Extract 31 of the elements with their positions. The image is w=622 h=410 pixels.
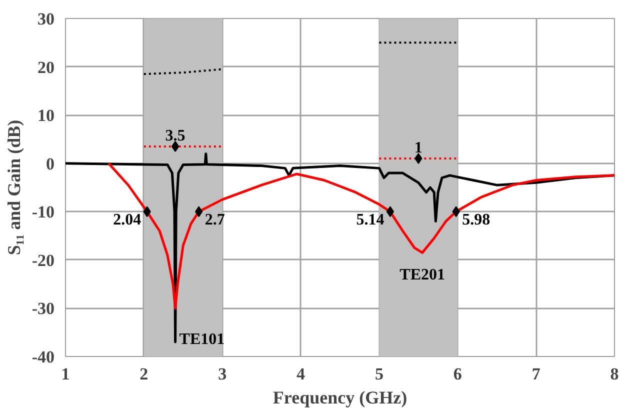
- y-tick-label: -30: [32, 299, 55, 318]
- y-tick-label: 30: [38, 10, 54, 28]
- annotation: TE101: [179, 331, 225, 348]
- y-tick-label: 0: [46, 154, 54, 174]
- y-tick-label: -10: [32, 202, 55, 222]
- x-tick-label: 3: [218, 364, 227, 384]
- x-tick-label: 4: [296, 364, 306, 384]
- x-axis-title: Frequency (GHz): [272, 388, 408, 408]
- y-tick-label: -20: [32, 250, 55, 270]
- annotation: 5.14: [356, 212, 384, 229]
- annotation: TE201: [400, 266, 446, 284]
- y-tick-label: 10: [38, 106, 54, 126]
- point: [194, 206, 203, 218]
- x-tick-label: 7: [532, 364, 541, 384]
- data-label: 3.5: [165, 127, 186, 144]
- data-label: 1: [414, 140, 422, 157]
- x-tick-label: 2: [140, 364, 148, 384]
- y-tick-label: -40: [32, 348, 55, 366]
- x-tick-label: 5: [374, 364, 384, 384]
- point: [171, 140, 180, 152]
- annotation: 2.7: [204, 212, 225, 229]
- y-axis-title: S₁₁ and Gain (dB): [4, 120, 24, 256]
- y-tick-label: 20: [38, 58, 54, 77]
- x-tick-label: 6: [453, 364, 462, 384]
- x-tick-label: 8: [610, 364, 619, 384]
- point: [386, 206, 394, 218]
- line-series: [107, 162, 614, 310]
- annotation: 2.04: [113, 212, 142, 229]
- annotation: 5.98: [462, 212, 490, 229]
- x-tick-label: 1: [61, 364, 70, 384]
- line-series: [66, 152, 614, 344]
